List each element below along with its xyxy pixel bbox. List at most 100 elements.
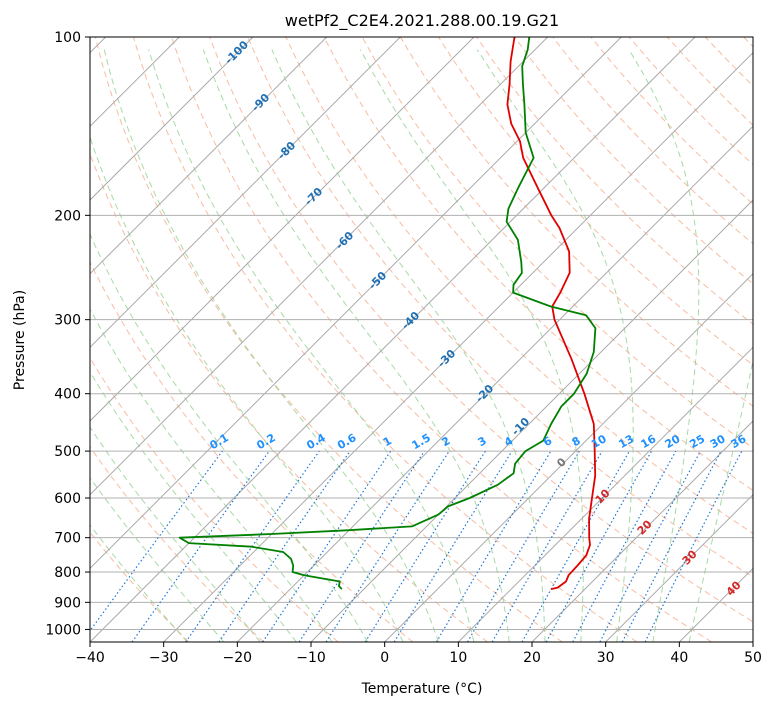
isotherm-line: [531, 420, 753, 642]
moist-adiabat-line: [90, 232, 369, 642]
dry-adiabat-line: [514, 37, 753, 285]
dry-adiabat-label: 40: [724, 578, 744, 598]
dry-adiabat-line: [285, 37, 753, 535]
mixing-ratio-label: 6: [541, 434, 554, 449]
mixing-ratio-label: 4: [502, 434, 515, 449]
moist-adiabat-line: [359, 49, 584, 642]
chart-title: wetPf2_C2E4.2021.288.00.19.G21: [285, 11, 559, 31]
mixing-ratio-line: [298, 450, 425, 642]
mixing-ratio-label: 8: [570, 434, 583, 449]
mixing-ratio-line: [599, 450, 702, 642]
mixing-ratio-line: [435, 450, 552, 642]
isotherm-line: [236, 125, 753, 642]
x-tick-label: −10: [296, 650, 326, 666]
x-tick-label: 30: [597, 650, 615, 666]
x-tick-label: 20: [523, 650, 541, 666]
isotherm-line: [90, 37, 254, 201]
isotherm-line: [310, 199, 753, 642]
x-axis-label: Temperature (°C): [361, 681, 483, 697]
y-tick-label: 200: [54, 208, 81, 224]
isotherm-line: [90, 37, 401, 349]
x-tick-label: −30: [149, 650, 179, 666]
plot-frame: [89, 36, 754, 643]
isotherm-line: [90, 37, 549, 496]
mixing-ratio-line: [572, 450, 677, 642]
dry-adiabat-line: [704, 37, 753, 87]
y-tick-label: 900: [54, 595, 81, 611]
moist-adiabat-line: [271, 49, 546, 642]
mixing-ratio-label: 1.5: [409, 431, 432, 452]
mixing-ratio-line: [325, 450, 450, 642]
dry-adiabat-line: [437, 37, 753, 366]
y-tick-label: 1000: [45, 622, 81, 638]
mixing-ratio-label: 36: [729, 432, 749, 451]
mixing-ratio-label: 2: [439, 434, 452, 449]
isotherm-line: [90, 37, 622, 570]
dry-adiabat-line: [90, 260, 414, 642]
y-tick-label: 600: [54, 491, 81, 507]
mixing-ratio-label: 16: [638, 432, 658, 451]
moist-adiabat-line: [628, 49, 700, 642]
mixing-ratio-line: [185, 450, 320, 642]
isotherm-line: [90, 37, 475, 422]
dry-adiabat-line: [90, 531, 190, 642]
dry-adiabat-label: 20: [635, 517, 655, 537]
moist-adiabat-label: 0: [554, 455, 569, 470]
dry-adiabat-line: [323, 37, 753, 491]
mixing-ratio-line: [521, 450, 631, 642]
isotherm-line: [384, 272, 753, 642]
moist-adiabat-line: [90, 370, 297, 642]
mixing-ratio-label: 1: [381, 434, 394, 449]
dry-adiabat-line: [743, 37, 753, 48]
isotherm-line: [752, 641, 753, 642]
y-tick-label: 500: [54, 444, 81, 460]
isotherm-label: -10: [509, 415, 532, 438]
temperature-profile-line: [506, 37, 597, 590]
dry-adiabat-line: [90, 356, 339, 642]
dry-adiabat-line: [476, 37, 753, 325]
dry-adiabat-line: [90, 152, 488, 642]
moist-adiabat-line: [90, 426, 261, 642]
isotherm-line: [90, 37, 328, 275]
dry-adiabat-line: [94, 37, 563, 642]
chart-grid: [90, 37, 753, 642]
y-tick-label: 300: [54, 313, 81, 329]
moist-adiabat-line: [103, 49, 439, 642]
y-axis-label: Pressure (hPa): [12, 290, 28, 390]
moist-adiabat-line: [148, 49, 475, 642]
dewpoint-profile-line: [178, 37, 597, 590]
mixing-ratio-line: [644, 450, 743, 642]
mixing-ratio-line: [218, 450, 351, 642]
moist-adiabat-line: [202, 49, 510, 642]
moist-adiabat-line: [90, 135, 404, 642]
isotherm-line: [90, 37, 696, 642]
y-tick-label: 400: [54, 387, 81, 403]
mixing-ratio-label: 30: [708, 432, 728, 451]
moist-adiabat-line: [476, 49, 634, 642]
isotherm-line: [605, 493, 753, 642]
y-tick-label: 100: [54, 30, 81, 46]
x-tick-label: −40: [75, 650, 105, 666]
isotherm-line: [457, 346, 753, 642]
y-tick-label: 700: [54, 531, 81, 547]
mixing-ratio-line: [262, 450, 392, 642]
dry-adiabat-line: [132, 37, 638, 642]
mixing-ratio-label: 0.6: [335, 431, 359, 452]
mixing-ratio-label: 0.1: [207, 431, 230, 452]
mixing-ratio-line: [90, 450, 223, 632]
y-tick-label: 800: [54, 565, 81, 581]
mixing-ratio-line: [364, 450, 486, 642]
mixing-ratio-label: 3: [476, 434, 489, 449]
dry-adiabat-line: [90, 446, 264, 642]
chart-axes: −40 −30 −20 −10 0 10 20 30 40 5010009008007006005…: [45, 30, 762, 666]
x-tick-label: 50: [744, 650, 762, 666]
moist-adiabat-line: [688, 358, 753, 642]
dry-adiabat-line: [171, 37, 712, 642]
chart-series: [178, 37, 597, 590]
x-tick-label: 10: [449, 650, 467, 666]
dry-adiabat-line: [666, 37, 753, 126]
mixing-ratio-label: 25: [687, 432, 707, 451]
isotherm-line: [163, 51, 753, 642]
dry-adiabat-line: [247, 37, 753, 578]
